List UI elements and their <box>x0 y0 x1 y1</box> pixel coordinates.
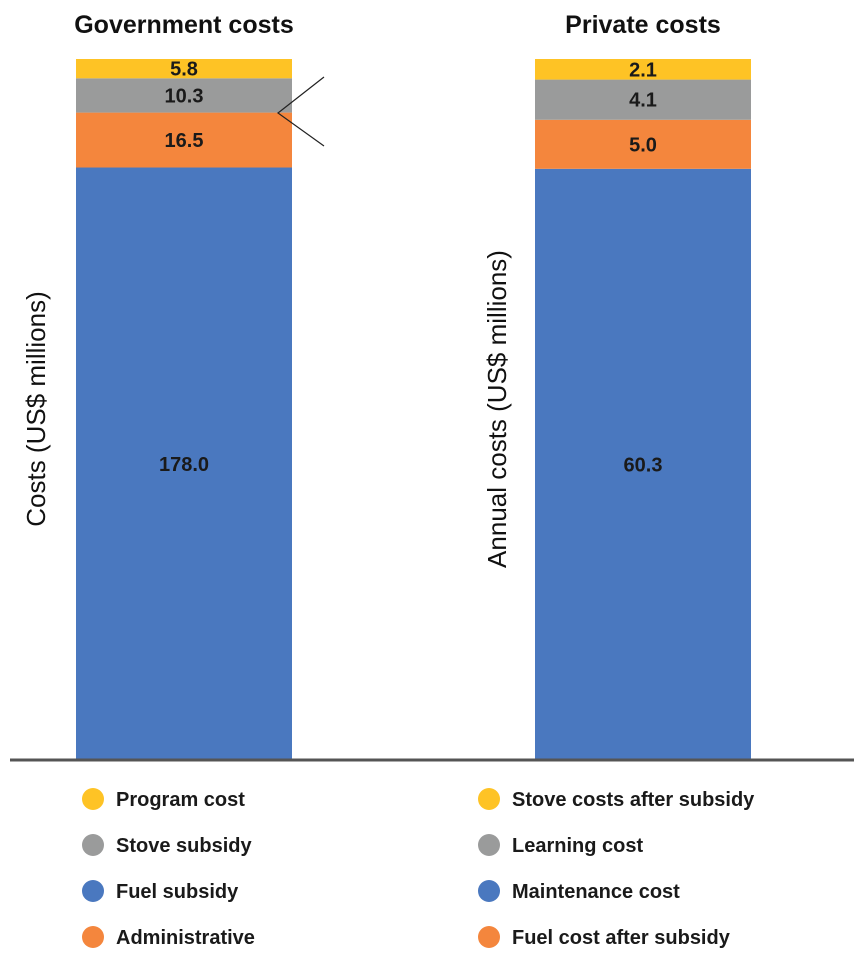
private-legend: Stove costs after subsidy Learning cost Ma… <box>478 788 755 949</box>
private-legend-swatch-learning-cost <box>478 834 500 856</box>
government-legend-label-fuel-subsidy: Fuel subsidy <box>116 881 239 903</box>
private-bar-segment-stove-costs-after-subsidy <box>535 59 751 80</box>
government-legend-swatch-fuel-subsidy <box>82 880 104 902</box>
private-legend-label-learning-cost: Learning cost <box>512 835 643 857</box>
government-bar-segment-fuel-subsidy <box>76 167 292 761</box>
government-bar-segment-stove-subsidy <box>76 78 292 113</box>
government-y-axis-label: Costs (US$ millions) <box>21 291 51 527</box>
private-legend-label-stove-costs-after-subsidy: Stove costs after subsidy <box>512 789 755 811</box>
government-legend-label-stove-subsidy: Stove subsidy <box>116 835 252 857</box>
private-stacked-bar: 60.3 5.0 4.1 2.1 <box>535 59 751 760</box>
private-segment-label-learning-cost: 4.1 <box>629 90 657 112</box>
government-legend-label-administrative: Administrative <box>116 927 255 949</box>
private-legend-swatch-stove-costs-after-subsidy <box>478 788 500 810</box>
private-bar-segment-learning-cost <box>535 79 751 120</box>
private-legend-swatch-fuel-cost-after-subsidy <box>478 926 500 948</box>
government-legend-label-program-cost: Program cost <box>116 789 245 811</box>
government-bar-segment-administrative <box>76 112 292 168</box>
government-segment-label-stove-subsidy: 10.3 <box>165 85 204 107</box>
government-stacked-bar: 178.0 16.5 10.3 5.8 <box>76 59 292 761</box>
private-chart-title: Private costs <box>565 11 721 39</box>
private-segment-label-stove-costs-after-subsidy: 2.1 <box>629 59 657 81</box>
government-bar-segment-program-cost <box>76 59 292 79</box>
private-legend-label-maintenance-cost: Maintenance cost <box>512 881 680 903</box>
government-legend-swatch-administrative <box>82 926 104 948</box>
government-chart-title: Government costs <box>74 11 294 39</box>
private-legend-label-fuel-cost-after-subsidy: Fuel cost after subsidy <box>512 927 731 949</box>
government-segment-label-program-cost: 5.8 <box>170 59 198 81</box>
government-legend-swatch-program-cost <box>82 788 104 810</box>
government-segment-label-administrative: 16.5 <box>165 130 204 152</box>
government-legend: Program cost Stove subsidy Fuel subsidy Adm… <box>82 788 255 949</box>
government-segment-label-fuel-subsidy: 178.0 <box>159 454 209 476</box>
government-legend-swatch-stove-subsidy <box>82 834 104 856</box>
private-segment-label-fuel-cost-after-subsidy: 5.0 <box>629 134 657 156</box>
private-y-axis-label: Annual costs (US$ millions) <box>482 250 512 568</box>
private-bar-segment-maintenance-cost <box>535 168 751 760</box>
private-legend-swatch-maintenance-cost <box>478 880 500 902</box>
private-bar-segment-fuel-cost-after-subsidy <box>535 119 751 169</box>
private-segment-label-maintenance-cost: 60.3 <box>624 454 663 476</box>
stove-subsidy-callout <box>276 76 325 147</box>
